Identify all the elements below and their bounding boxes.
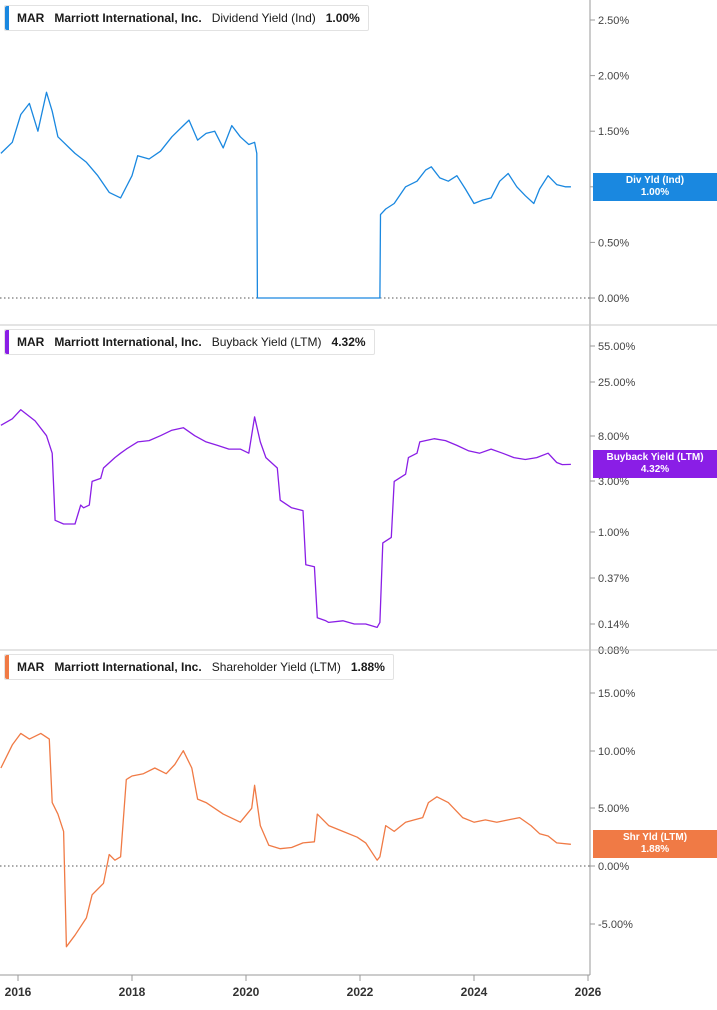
panel-legend-dividend-yield: MAR Marriott International, Inc. Dividen… <box>4 5 369 31</box>
y-tick-label: 5.00% <box>598 803 629 815</box>
current-value-tag-buyback-yield: Buyback Yield (LTM) 4.32% <box>593 450 717 478</box>
y-tick-label: 0.00% <box>598 861 629 873</box>
y-tick-label: 8.00% <box>598 431 629 443</box>
y-tick-label: 25.00% <box>598 377 636 389</box>
legend-metric: Buyback Yield (LTM) <box>211 335 322 349</box>
tag-label: Shr Yld (LTM) <box>622 832 688 843</box>
x-tick-label: 2024 <box>461 985 488 999</box>
legend-swatch-buyback-yield <box>5 330 9 354</box>
legend-ticker: MAR <box>17 11 45 25</box>
y-tick-label: 2.50% <box>598 15 629 27</box>
y-tick-label: 0.50% <box>598 237 629 249</box>
y-tick-label: 0.37% <box>598 573 629 585</box>
y-tick-label: 1.50% <box>598 126 629 138</box>
legend-metric: Shareholder Yield (LTM) <box>211 660 341 674</box>
series-line-2 <box>0 732 571 948</box>
y-tick-label: 15.00% <box>598 688 636 700</box>
legend-value: 4.32% <box>331 335 366 349</box>
legend-metric: Dividend Yield (Ind) <box>211 11 316 25</box>
legend-ticker: MAR <box>17 335 45 349</box>
x-tick-label: 2020 <box>233 985 260 999</box>
y-tick-label: 2.00% <box>598 71 629 83</box>
legend-value: 1.00% <box>325 11 360 25</box>
tag-label: Div Yld (Ind) <box>625 175 685 186</box>
panel-legend-shareholder-yield: MAR Marriott International, Inc. Shareho… <box>4 654 394 680</box>
legend-value: 1.88% <box>350 660 385 674</box>
legend-company: Marriott International, Inc. <box>54 660 202 674</box>
y-tick-label: 0.00% <box>598 293 629 305</box>
tag-value: 4.32% <box>640 464 670 475</box>
y-tick-label: 10.00% <box>598 746 636 758</box>
y-tick-label: 55.00% <box>598 341 636 353</box>
legend-company: Marriott International, Inc. <box>54 335 202 349</box>
legend-company: Marriott International, Inc. <box>54 11 202 25</box>
current-value-tag-dividend-yield: Div Yld (Ind) 1.00% <box>593 173 717 201</box>
y-tick-label: 0.08% <box>598 645 629 657</box>
y-tick-label: 0.14% <box>598 619 629 631</box>
legend-ticker: MAR <box>17 660 45 674</box>
current-value-tag-shareholder-yield: Shr Yld (LTM) 1.88% <box>593 830 717 858</box>
tag-value: 1.88% <box>640 844 670 855</box>
x-tick-label: 2026 <box>575 985 602 999</box>
series-line-0 <box>0 91 571 299</box>
panel-legend-buyback-yield: MAR Marriott International, Inc. Buyback… <box>4 329 375 355</box>
x-tick-label: 2022 <box>347 985 374 999</box>
series-line-1 <box>0 409 571 629</box>
y-tick-label: 1.00% <box>598 527 629 539</box>
legend-swatch-dividend-yield <box>5 6 9 30</box>
y-tick-label: -5.00% <box>598 919 633 931</box>
tag-value: 1.00% <box>640 187 670 198</box>
y-tick-label: 3.00% <box>598 476 629 488</box>
legend-swatch-shareholder-yield <box>5 655 9 679</box>
x-tick-label: 2018 <box>119 985 146 999</box>
x-tick-label: 2016 <box>5 985 32 999</box>
tag-label: Buyback Yield (LTM) <box>606 452 704 463</box>
